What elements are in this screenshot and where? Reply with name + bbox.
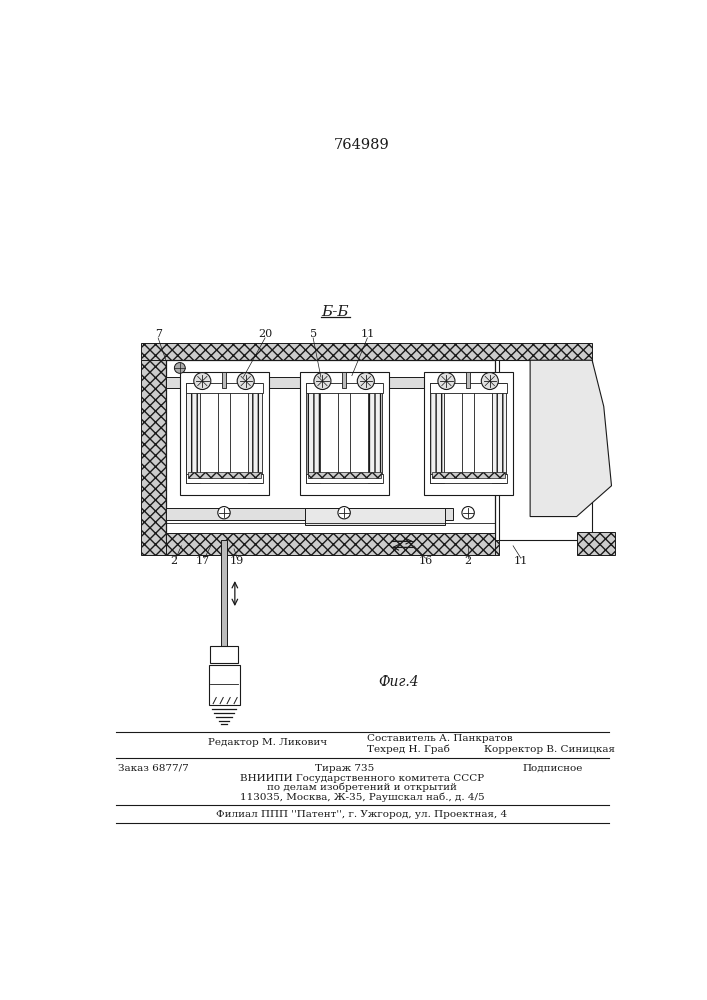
- Text: Техред Н. Граб: Техред Н. Граб: [368, 744, 450, 754]
- Circle shape: [338, 507, 351, 519]
- Text: Фиг.4: Фиг.4: [378, 675, 419, 689]
- Circle shape: [438, 373, 455, 389]
- Bar: [430, 474, 507, 483]
- Bar: [180, 372, 269, 495]
- Bar: [462, 391, 474, 476]
- Bar: [368, 383, 382, 483]
- Bar: [166, 360, 495, 540]
- Text: 16: 16: [419, 556, 433, 566]
- Bar: [306, 474, 383, 483]
- Circle shape: [481, 373, 498, 389]
- Bar: [341, 372, 346, 388]
- Bar: [492, 383, 506, 483]
- Circle shape: [218, 507, 230, 519]
- Bar: [306, 383, 383, 393]
- Bar: [338, 391, 351, 476]
- Text: Редактор М. Ликович: Редактор М. Ликович: [209, 738, 327, 747]
- Circle shape: [237, 373, 255, 389]
- Text: 7: 7: [155, 329, 162, 339]
- Bar: [222, 372, 226, 388]
- Bar: [430, 383, 444, 483]
- Bar: [466, 372, 470, 388]
- Bar: [187, 472, 261, 478]
- Bar: [166, 533, 495, 555]
- Bar: [141, 360, 166, 555]
- Bar: [210, 646, 238, 663]
- Circle shape: [175, 363, 185, 373]
- Bar: [305, 508, 445, 525]
- Text: Составитель А. Панкратов: Составитель А. Панкратов: [368, 734, 513, 743]
- Text: 764989: 764989: [334, 138, 390, 152]
- Polygon shape: [530, 360, 612, 517]
- Bar: [308, 472, 381, 478]
- Bar: [499, 360, 592, 540]
- Text: ВНИИПИ Государственного комитета СССР: ВНИИПИ Государственного комитета СССР: [240, 774, 484, 783]
- Bar: [141, 343, 592, 360]
- Circle shape: [194, 373, 211, 389]
- Bar: [166, 508, 452, 520]
- Text: 19: 19: [230, 556, 245, 566]
- Text: Б-Б: Б-Б: [321, 306, 349, 320]
- Circle shape: [462, 507, 474, 519]
- Text: Заказ 6877/7: Заказ 6877/7: [118, 764, 189, 773]
- Circle shape: [357, 373, 374, 389]
- Bar: [166, 377, 495, 388]
- Bar: [430, 383, 507, 393]
- Bar: [186, 383, 200, 483]
- Bar: [577, 532, 615, 555]
- Text: Подписное: Подписное: [522, 764, 583, 773]
- Text: 5: 5: [310, 329, 317, 339]
- Bar: [306, 383, 320, 483]
- Text: Корректор В. Синицкая: Корректор В. Синицкая: [484, 745, 614, 754]
- Bar: [218, 391, 230, 476]
- Text: Тираж 735: Тираж 735: [315, 764, 374, 773]
- Bar: [221, 540, 227, 647]
- Text: 113035, Москва, Ж-35, Раушскал наб., д. 4/5: 113035, Москва, Ж-35, Раушскал наб., д. …: [240, 792, 484, 802]
- Bar: [432, 472, 506, 478]
- Text: 17: 17: [196, 556, 210, 566]
- Bar: [209, 665, 240, 705]
- Bar: [166, 540, 499, 555]
- Text: Филиал ППП ''Патент'', г. Ужгород, ул. Проектная, 4: Филиал ППП ''Патент'', г. Ужгород, ул. П…: [216, 810, 508, 819]
- Bar: [186, 383, 263, 393]
- Bar: [300, 372, 389, 495]
- Text: по делам изобретений и открытий: по делам изобретений и открытий: [267, 783, 457, 792]
- Circle shape: [314, 373, 331, 389]
- Text: 2: 2: [464, 556, 472, 566]
- Bar: [424, 372, 513, 495]
- Bar: [248, 383, 262, 483]
- Text: 11: 11: [361, 329, 375, 339]
- Bar: [186, 474, 263, 483]
- Text: 11: 11: [514, 556, 528, 566]
- Text: 2: 2: [170, 556, 177, 566]
- Text: 20: 20: [258, 329, 272, 339]
